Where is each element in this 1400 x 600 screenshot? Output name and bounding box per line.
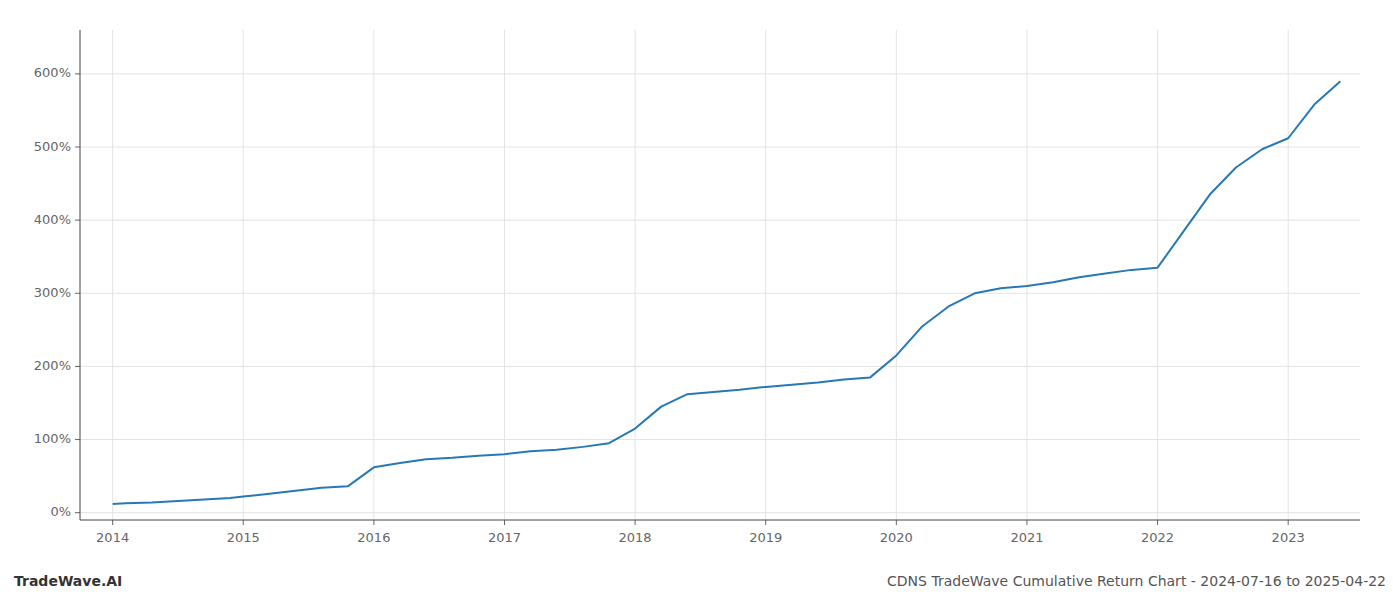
- y-grid-line: [80, 512, 1360, 513]
- x-tick-label: 2021: [1010, 530, 1043, 545]
- x-tick: [635, 520, 636, 525]
- y-tick: [75, 439, 80, 440]
- y-tick-label: 400%: [34, 212, 71, 227]
- x-tick-label: 2019: [749, 530, 782, 545]
- x-grid-line: [1288, 30, 1289, 520]
- x-tick: [1288, 520, 1289, 525]
- x-tick: [1157, 520, 1158, 525]
- y-tick-label: 200%: [34, 358, 71, 373]
- y-tick-label: 300%: [34, 285, 71, 300]
- x-grid-line: [896, 30, 897, 520]
- x-tick-label: 2015: [227, 530, 260, 545]
- y-tick: [75, 512, 80, 513]
- x-grid-line: [112, 30, 113, 520]
- x-tick: [765, 520, 766, 525]
- line: [113, 81, 1341, 504]
- y-grid-line: [80, 293, 1360, 294]
- y-tick-label: 600%: [34, 65, 71, 80]
- background: [0, 0, 1400, 600]
- x-tick-label: 2016: [357, 530, 390, 545]
- x-tick-label: 2020: [880, 530, 913, 545]
- x-grid-line: [504, 30, 505, 520]
- y-axis-line: [80, 30, 81, 520]
- x-tick: [243, 520, 244, 525]
- x-tick-label: 2017: [488, 530, 521, 545]
- chart: 0% 100% 200% 300% 400% 500% 600% 2014 2015 2016 20…: [0, 0, 1400, 600]
- y-grid-line: [80, 73, 1360, 74]
- x-grid-line: [765, 30, 766, 520]
- x-grid-line: [243, 30, 244, 520]
- y-tick: [75, 293, 80, 294]
- x-tick: [1026, 520, 1027, 525]
- x-tick-label: 2018: [619, 530, 652, 545]
- y-tick-label: 500%: [34, 139, 71, 154]
- x-grid-line: [635, 30, 636, 520]
- y-tick-label: 0%: [50, 504, 71, 519]
- x-tick: [504, 520, 505, 525]
- x-grid-line: [373, 30, 374, 520]
- axes: 0% 100% 200% 300% 400% 500% 600% 2014 2015 2016 20…: [34, 30, 1360, 545]
- title: CDNS TradeWave Cumulative Return Chart -…: [887, 573, 1386, 589]
- x-tick: [373, 520, 374, 525]
- plot-area: [113, 81, 1341, 504]
- x-tick-label: 2022: [1141, 530, 1174, 545]
- y-grid-line: [80, 220, 1360, 221]
- y-tick: [75, 73, 80, 74]
- grid: [80, 30, 1360, 520]
- y-tick: [75, 366, 80, 367]
- x-grid-line: [1157, 30, 1158, 520]
- x-grid-line: [1026, 30, 1027, 520]
- y-grid-line: [80, 439, 1360, 440]
- x-tick-label: 2023: [1272, 530, 1305, 545]
- x-tick-label: 2014: [96, 530, 129, 545]
- x-axis-line: [80, 520, 1360, 521]
- y-tick: [75, 220, 80, 221]
- y-tick: [75, 147, 80, 148]
- y-tick-label: 100%: [34, 431, 71, 446]
- y-grid-line: [80, 366, 1360, 367]
- x-tick: [112, 520, 113, 525]
- y-grid-line: [80, 147, 1360, 148]
- watermark: TradeWave.AI: [14, 573, 122, 589]
- x-tick: [896, 520, 897, 525]
